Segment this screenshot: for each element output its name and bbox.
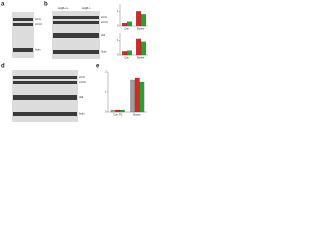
panel-label: e: [96, 64, 100, 70]
bar: [122, 51, 128, 56]
band-label: Actin: [79, 113, 85, 116]
bar: [126, 21, 132, 27]
y-tick-label: 0: [117, 54, 119, 57]
bar: [139, 81, 145, 113]
bar: [122, 22, 128, 27]
band-label: p62: [101, 34, 106, 37]
y-tick-label: 2: [105, 71, 107, 74]
bar: [136, 11, 142, 27]
y-tick-label: 1: [117, 39, 119, 42]
band-label: LC3-II: [35, 23, 42, 26]
bar: [110, 109, 116, 113]
group-label: Atg5+/+: [58, 6, 69, 10]
band-label: p62: [79, 96, 84, 99]
bar: [136, 38, 142, 56]
bar: [126, 50, 132, 56]
band-label: LC3-II: [79, 81, 86, 84]
y-tick-label: 1: [105, 91, 107, 94]
figure: a b d e Atg5+/+ Atg5-/- LC3-I LC3-II Actin…: [1, 2, 148, 122]
blot-d: [12, 70, 78, 122]
blot-b: [52, 11, 100, 59]
bar: [140, 14, 146, 27]
y-tick-label: 0: [117, 25, 119, 28]
band-label: Actin: [101, 51, 107, 54]
x-tick-label: Bortez.: [133, 114, 141, 117]
band-label: Actin: [35, 49, 41, 52]
bar: [130, 79, 136, 113]
x-tick-label: Con.: [124, 28, 130, 31]
panel-label: a: [1, 2, 5, 8]
bar: [140, 41, 146, 56]
x-tick-label: Bortez.: [137, 28, 145, 31]
band-label: LC3-I: [79, 76, 85, 79]
x-tick-label: Con. P2: [113, 114, 123, 117]
panel-label: b: [44, 2, 48, 8]
bar: [119, 109, 125, 113]
panel-label: d: [1, 64, 5, 70]
x-tick-label: Bortez.: [137, 57, 145, 60]
y-tick-label: 1: [117, 10, 119, 13]
band-label: LC3-II: [101, 21, 108, 24]
x-tick-label: Con.: [124, 57, 130, 60]
band-label: LC3-I: [101, 16, 107, 19]
y-tick-label: 0: [105, 111, 107, 114]
bar: [115, 109, 121, 113]
bar: [134, 77, 140, 113]
band-label: LC3-I: [35, 18, 41, 21]
blot-a: [12, 12, 34, 58]
group-label: Atg5-/-: [82, 6, 91, 10]
